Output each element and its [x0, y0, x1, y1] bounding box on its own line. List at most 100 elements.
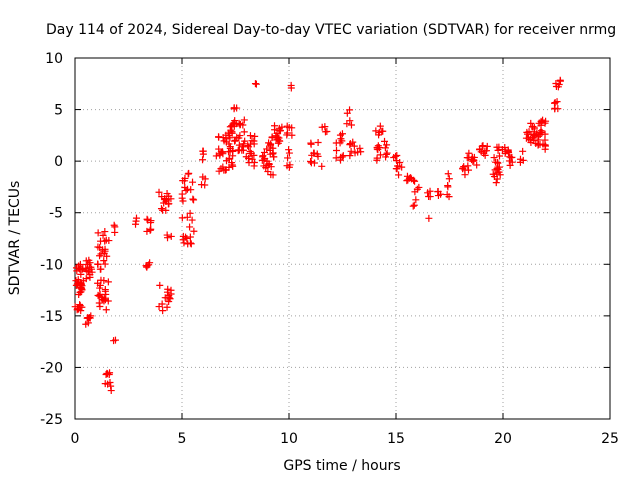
data-point — [519, 156, 527, 164]
data-point — [266, 141, 274, 149]
data-point — [82, 320, 90, 328]
data-point — [179, 197, 187, 205]
data-point — [260, 156, 268, 164]
data-point — [163, 190, 171, 198]
data-point — [373, 154, 381, 162]
data-point — [166, 295, 174, 303]
data-point — [287, 84, 295, 92]
data-point — [269, 171, 277, 179]
data-point — [349, 138, 357, 146]
data-point — [251, 132, 259, 140]
data-point — [88, 268, 96, 276]
data-point — [167, 290, 175, 298]
data-point — [164, 234, 172, 242]
y-tick-label: -15 — [40, 309, 63, 325]
data-point — [244, 142, 252, 150]
data-point — [97, 265, 105, 273]
data-point — [415, 183, 423, 191]
data-point — [246, 132, 254, 140]
data-point — [99, 246, 107, 254]
y-tick-label: 10 — [45, 51, 63, 67]
chart-title: Day 114 of 2024, Sidereal Day-to-day VTE… — [46, 22, 616, 38]
data-point — [231, 136, 239, 144]
data-point — [542, 117, 550, 125]
data-point — [199, 147, 207, 155]
data-point — [183, 185, 191, 193]
data-point — [347, 147, 355, 155]
data-point — [164, 285, 172, 293]
data-point — [94, 260, 102, 268]
data-point — [480, 149, 488, 157]
data-point — [101, 287, 109, 295]
data-point — [182, 187, 190, 195]
data-point — [215, 133, 223, 141]
y-tick-label: -10 — [40, 257, 63, 273]
data-point — [307, 140, 315, 148]
data-point — [356, 144, 364, 152]
x-tick-label: 10 — [280, 431, 298, 447]
data-point — [424, 189, 432, 197]
data-point — [225, 148, 233, 156]
data-point — [271, 122, 279, 130]
data-point — [246, 147, 254, 155]
data-point — [444, 183, 452, 191]
data-point — [495, 152, 503, 160]
y-tick-label: -20 — [40, 360, 63, 376]
data-point — [527, 130, 535, 138]
data-point — [269, 149, 277, 157]
data-point — [443, 191, 451, 199]
data-point — [143, 263, 151, 271]
data-point — [87, 312, 95, 320]
data-point — [276, 126, 284, 134]
data-point — [75, 262, 83, 270]
data-point — [357, 148, 365, 156]
data-point — [226, 143, 234, 151]
data-point — [252, 80, 260, 88]
data-point — [398, 163, 406, 171]
data-point — [132, 217, 140, 225]
data-point — [459, 164, 467, 172]
data-point — [155, 188, 163, 196]
data-point — [479, 142, 487, 150]
data-point — [189, 178, 197, 186]
data-point — [551, 99, 559, 107]
data-point — [185, 169, 193, 177]
data-point — [228, 161, 236, 169]
data-point — [495, 143, 503, 151]
data-point — [111, 228, 119, 236]
data-point — [186, 239, 194, 247]
data-point — [318, 162, 326, 170]
y-tick-labels: -25 -20 -15 -10 -5 0 5 10 — [40, 51, 63, 428]
data-point — [163, 303, 171, 311]
data-point — [278, 123, 286, 131]
data-point — [96, 252, 104, 260]
data-point — [190, 196, 198, 204]
data-point — [100, 249, 108, 257]
data-point — [267, 163, 275, 171]
data-point — [332, 147, 340, 155]
x-tick-label: 25 — [601, 431, 619, 447]
data-point — [110, 337, 118, 345]
data-point — [76, 301, 84, 309]
x-tick-label: 15 — [387, 431, 405, 447]
data-point — [541, 136, 549, 144]
data-point — [85, 314, 93, 322]
data-point — [82, 257, 90, 265]
data-point — [376, 122, 384, 130]
data-point — [492, 179, 500, 187]
data-points — [71, 76, 564, 395]
data-point — [71, 303, 79, 311]
data-point — [143, 227, 151, 235]
data-point — [156, 281, 164, 289]
data-point — [99, 231, 107, 239]
data-point — [539, 116, 547, 124]
data-point — [338, 137, 346, 145]
data-point — [226, 134, 234, 142]
data-point — [147, 217, 155, 225]
data-point — [412, 196, 420, 204]
data-point — [160, 199, 168, 207]
data-point — [147, 226, 155, 234]
data-point — [212, 152, 220, 160]
data-point — [82, 275, 90, 283]
